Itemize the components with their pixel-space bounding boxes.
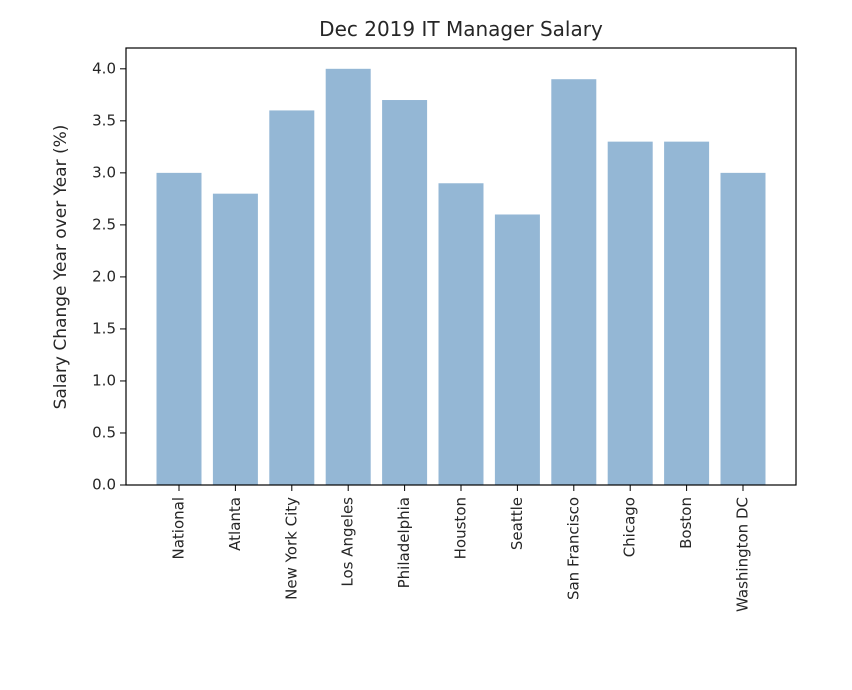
bar-new-york-city: [269, 110, 315, 486]
y-tick-label: 4.0: [92, 59, 116, 77]
bars-group: [156, 68, 766, 486]
bar-boston: [664, 141, 710, 485]
y-tick-label: 0.5: [92, 423, 116, 441]
y-tick-label: 2.5: [92, 215, 116, 233]
x-tick-label: Washington DC: [734, 497, 752, 612]
bar-national: [156, 172, 202, 486]
x-tick-label: San Francisco: [564, 497, 582, 600]
bar-seattle: [494, 214, 540, 486]
x-axis: National Atlanta New York City Los Angeles P…: [170, 485, 752, 612]
y-axis-label: Salary Change Year over Year (%): [51, 125, 71, 410]
x-tick-label: Philadelphia: [395, 497, 413, 588]
bar-chicago: [607, 141, 653, 485]
x-tick-label: Houston: [452, 497, 470, 559]
x-tick-label: Los Angeles: [339, 497, 357, 587]
y-tick-label: 0.0: [92, 476, 116, 494]
chart-title: Dec 2019 IT Manager Salary: [319, 17, 603, 41]
y-tick-label: 2.0: [92, 267, 116, 285]
x-tick-label: Atlanta: [226, 497, 244, 551]
x-tick-label: Seattle: [508, 497, 526, 550]
x-tick-label: Boston: [677, 497, 695, 549]
y-tick-label: 3.0: [92, 163, 116, 181]
y-tick-label: 1.0: [92, 371, 116, 389]
y-tick-label: 3.5: [92, 111, 116, 129]
bar-washington-dc: [720, 172, 766, 486]
bar-houston: [438, 183, 484, 485]
x-tick-label: Chicago: [621, 497, 639, 557]
y-axis: 0.0 0.5 1.0 1.5 2.0 2.5 3.0 3.5 4.0: [92, 59, 126, 494]
bar-los-angeles: [325, 68, 371, 485]
bar-san-francisco: [551, 79, 597, 486]
bar-atlanta: [212, 193, 258, 486]
x-tick-label: New York City: [282, 497, 300, 600]
y-tick-label: 1.5: [92, 319, 116, 337]
x-tick-label: National: [170, 497, 188, 560]
bar-philadelphia: [382, 100, 428, 486]
plot-frame: [125, 47, 797, 486]
